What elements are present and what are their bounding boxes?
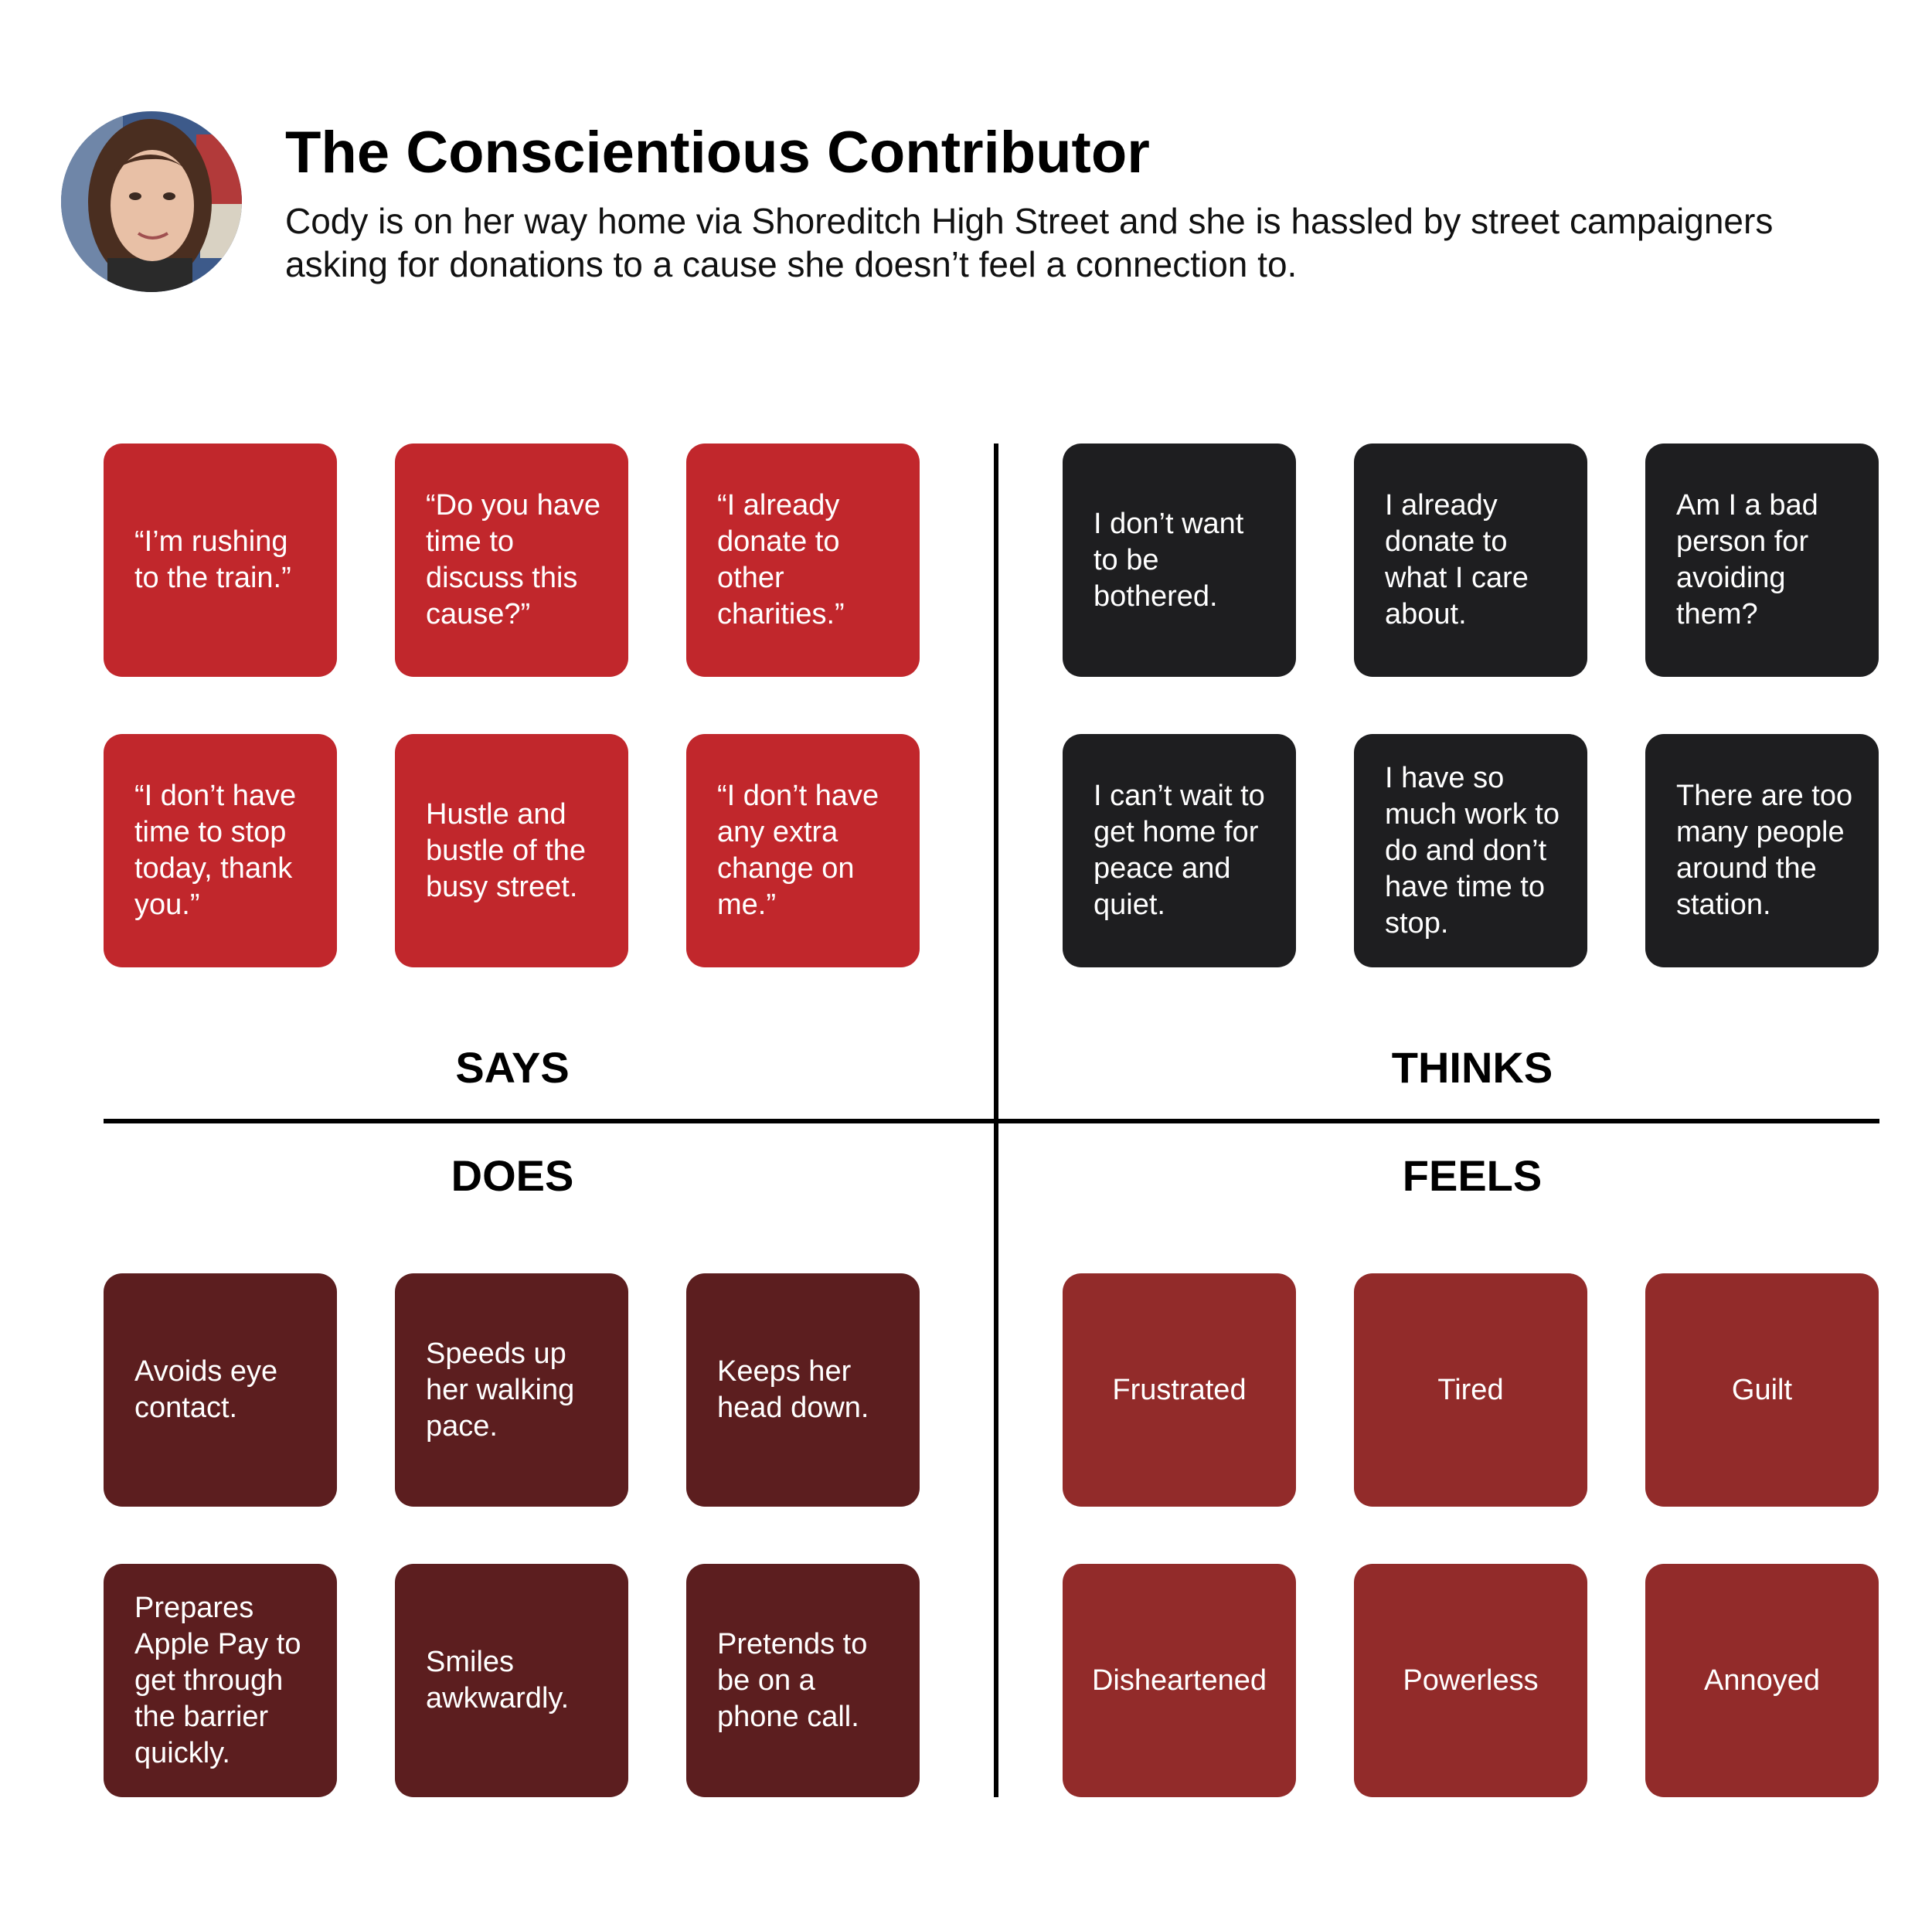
thinks-card-text: There are too many people around the sta… [1676,780,1853,921]
thinks-card-text: I have so much work to do and don’t have… [1385,761,1560,940]
feels-card-text: Tired [1437,1373,1504,1406]
feels-card-text: Annoyed [1703,1664,1820,1697]
feels-card-text: Powerless [1403,1664,1539,1697]
does-card: Pretends to be on a phone call. [686,1564,920,1797]
thinks-card: I already donate to what I care about. [1354,444,1587,677]
does-card: Smiles awkwardly. [395,1564,628,1797]
thinks-card: Am I a bad person for avoiding them? [1645,444,1879,677]
feels-card-text: Guilt [1731,1373,1793,1406]
does-card: Prepares Apple Pay to get through the ba… [104,1564,337,1797]
does-card-text: Pretends to be on a phone call. [717,1627,868,1733]
horizontal-divider [104,1119,1879,1123]
feels-card: Guilt [1645,1273,1879,1507]
says-card: “I already donate to other charities.” [686,444,920,677]
says-card: “I don’t have time to stop today, thank … [104,734,337,967]
does-card: Keeps her head down. [686,1273,920,1507]
does-card-text: Keeps her head down. [717,1355,869,1424]
says-card-text: Hustle and bustle of the busy street. [426,797,587,903]
page-title: The Conscientious Contributor [285,120,1150,185]
thinks-label: THINKS [1391,1043,1553,1092]
says-card: Hustle and bustle of the busy street. [395,734,628,967]
thinks-card: I have so much work to do and don’t have… [1354,734,1587,967]
does-card: Avoids eye contact. [104,1273,337,1507]
does-card-text: Speeds up her walking pace. [426,1337,575,1443]
says-card: “I’m rushing to the train.” [104,444,337,677]
says-label: SAYS [455,1043,570,1092]
persona-avatar [61,111,242,292]
feels-card: Tired [1354,1273,1587,1507]
does-card-text: Smiles awkwardly. [426,1646,570,1715]
says-card-text: “Do you have time to discuss this cause?… [426,489,601,630]
does-card-text: Avoids eye contact. [134,1355,278,1424]
feels-label: FEELS [1402,1151,1543,1200]
page-subtitle: Cody is on her way home via Shoreditch H… [285,201,1774,284]
does-label: DOES [451,1151,574,1200]
feels-card: Disheartened [1063,1564,1296,1797]
feels-card: Annoyed [1645,1564,1879,1797]
says-card: “I don’t have any extra change on me.” [686,734,920,967]
thinks-card-text: I don’t want to be bothered. [1094,507,1244,613]
feels-card: Powerless [1354,1564,1587,1797]
says-card-text: “I’m rushing to the train.” [134,525,291,594]
feels-card-text: Frustrated [1112,1373,1247,1406]
thinks-card-text: I can’t wait to get home for peace and q… [1094,780,1265,921]
persona-photo [61,111,242,292]
thinks-card-text: I already donate to what I care about. [1385,489,1529,630]
feels-card-text: Disheartened [1091,1664,1267,1697]
feels-card: Frustrated [1063,1273,1296,1507]
thinks-card: I don’t want to be bothered. [1063,444,1296,677]
says-card-text: “I already donate to other charities.” [717,489,845,630]
does-card-text: Prepares Apple Pay to get through the ba… [134,1591,301,1769]
says-card-text: “I don’t have any extra change on me.” [717,780,879,921]
says-card-text: “I don’t have time to stop today, thank … [134,780,297,921]
thinks-card: There are too many people around the sta… [1645,734,1879,967]
thinks-card-text: Am I a bad person for avoiding them? [1676,489,1818,630]
says-card: “Do you have time to discuss this cause?… [395,444,628,677]
thinks-card: I can’t wait to get home for peace and q… [1063,734,1296,967]
does-card: Speeds up her walking pace. [395,1273,628,1507]
